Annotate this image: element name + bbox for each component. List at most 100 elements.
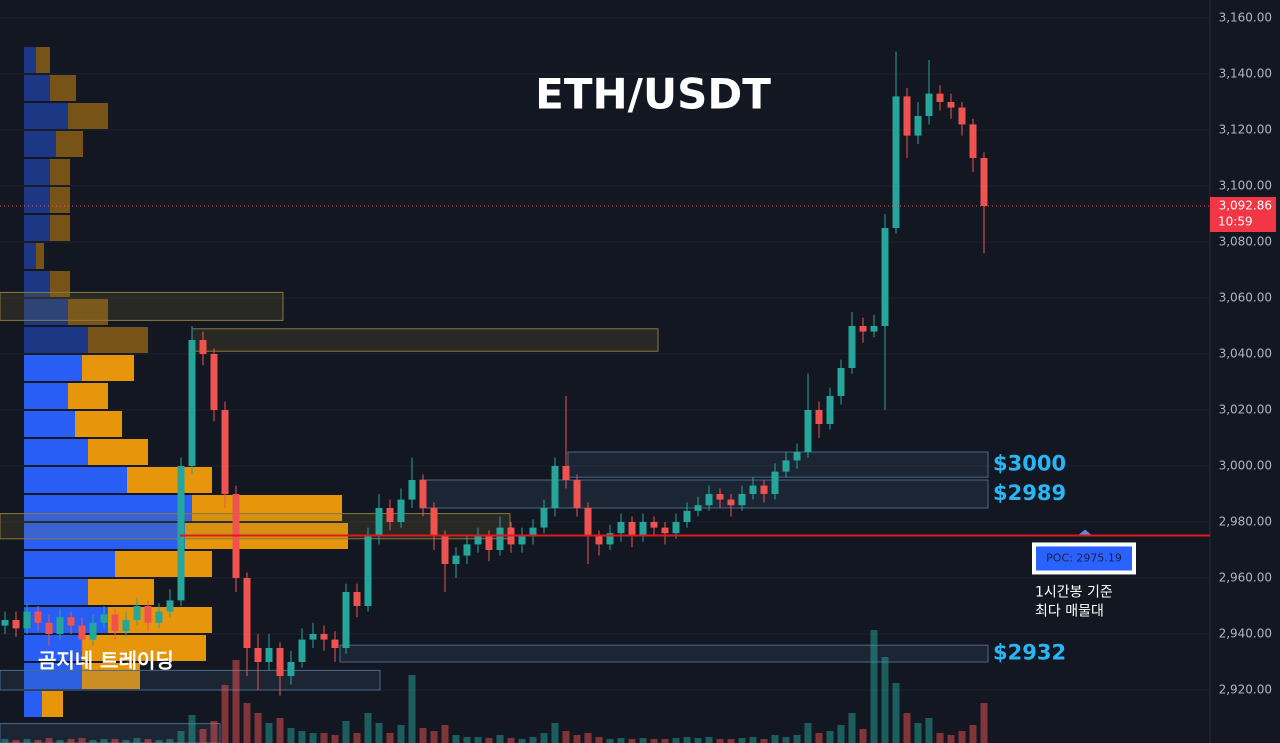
candle-body [309,633,317,640]
volume-bar [870,630,878,743]
volume-bar [980,703,988,743]
profile-sell [68,382,108,409]
candle-body [287,661,295,676]
candle-body [474,535,482,545]
profile-sell [36,243,44,270]
candle-body [749,485,757,494]
profile-sell [68,103,108,130]
profile-buy [24,159,50,186]
volume-bar [892,683,900,743]
volume-bar [881,657,889,743]
profile-buy [24,634,82,661]
volume-bar [1,739,9,743]
volume-bar [936,733,944,743]
profile-sell [82,355,134,381]
candle-body [342,591,350,648]
candle-body [716,493,724,500]
volume-bar [331,735,339,743]
volume-bar [727,739,735,743]
candle-body [848,326,856,369]
candle-body [771,471,779,494]
profile-buy [24,438,88,465]
candle-body [166,600,174,612]
candle-body [1,619,9,626]
candle-body [331,639,339,648]
candle-body [12,619,20,629]
profile-sell [88,578,154,605]
candle-body [199,340,207,355]
candle-body [694,505,702,511]
volume-bar [826,731,834,743]
candle-body [562,465,570,480]
candle-body [815,409,823,424]
volume-bar [540,733,548,743]
profile-sell [88,327,148,354]
candle-body [243,577,251,648]
volume-bar [705,737,713,743]
candle-body [463,544,471,556]
y-tick-label: 3,000.00 [1219,458,1272,472]
candle-body [320,633,328,640]
candle-body [606,533,614,545]
volume-bar [716,739,724,743]
candle-body [496,527,504,550]
zone-label: $3000 [993,452,1066,476]
candle-body [804,409,812,452]
poc-marker [1079,529,1091,535]
candle-body [738,493,746,506]
profile-buy [24,355,82,381]
zones [0,291,989,743]
profile-buy [24,131,56,158]
volume-bar [309,733,317,743]
candle-body [441,535,449,564]
volume-bar [474,737,482,743]
profile-buy [24,662,82,689]
chart-title: ETH/USDT [535,70,771,119]
volume-bar [221,685,229,743]
candle-body [78,625,86,640]
candle-body [111,614,119,632]
candle-body [969,124,977,159]
candle-body [881,228,889,327]
profile-buy [24,327,88,354]
volume-bar [639,738,647,743]
candle-body [584,507,592,536]
volume-bar [628,739,636,743]
candle-body [892,96,900,229]
candle-body [177,465,185,601]
candle-body [650,521,658,528]
y-tick-label: 3,020.00 [1219,402,1272,416]
profile-sell [50,187,70,214]
volume-bar [683,737,691,743]
candle-body [705,493,713,506]
volume-bar [947,735,955,743]
zone [0,723,221,743]
price-tag-countdown: 10:59 [1218,214,1253,228]
volume-bar [617,738,625,743]
profile-buy [24,550,115,577]
candle-body [56,617,64,634]
volume-bar [815,733,823,743]
candle-body [34,611,42,623]
volume-bar [100,739,108,743]
candle-body [122,619,130,632]
candle-body [661,527,669,534]
volume-bar [397,725,405,743]
candle-body [683,510,691,522]
y-tick-label: 3,120.00 [1219,123,1272,137]
y-tick-label: 3,040.00 [1219,347,1272,361]
volume-bar [353,733,361,743]
candle-body [936,93,944,103]
volume-bar [485,738,493,743]
overlay: $3000 $2989 $2932 3,092.86 10:59 POC: 2975.19… [0,196,1276,665]
profile-sell [192,494,342,521]
volume-bar [969,725,977,743]
y-tick-label: 2,960.00 [1219,570,1272,584]
volume-bar [771,735,779,743]
volume-bar [430,731,438,743]
volume-bar [199,729,207,743]
zone [419,479,989,509]
profile-sell [88,438,148,465]
volume-bar [177,731,185,743]
y-tick-label: 3,100.00 [1219,179,1272,193]
